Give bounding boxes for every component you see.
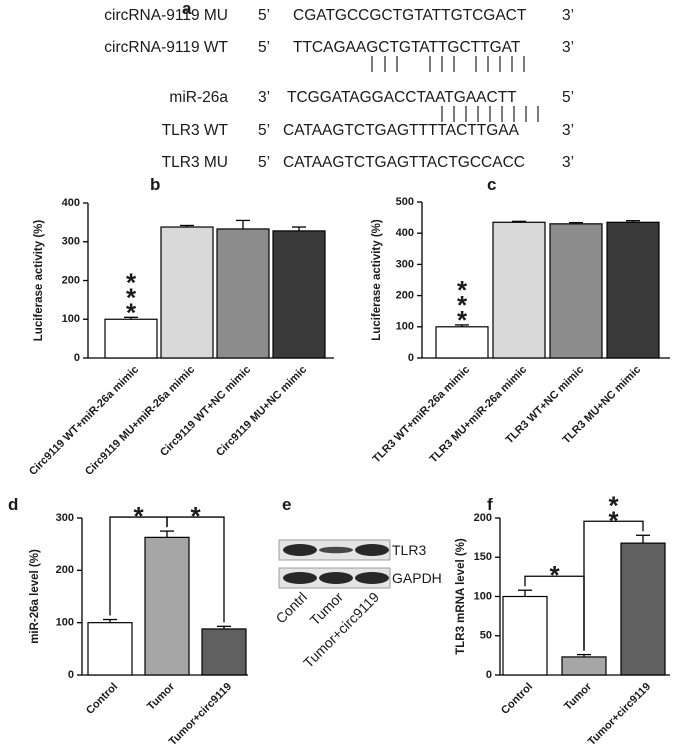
bar	[104, 318, 158, 359]
blot-band	[355, 572, 389, 584]
sequence-end: 5’	[258, 7, 270, 24]
sequence-name: circRNA-9119 WT	[104, 39, 228, 56]
y-tick-label: 200	[56, 564, 74, 576]
y-tick-label: 400	[62, 197, 80, 209]
y-tick-label: 150	[474, 551, 492, 563]
panel-label: d	[8, 495, 18, 514]
y-tick-label: 100	[474, 590, 492, 602]
y-tick-label: 400	[396, 227, 414, 239]
y-axis-label: miR-26a level (%)	[29, 549, 41, 644]
bar	[620, 542, 666, 676]
panel-label: c	[487, 175, 496, 194]
sequence-name: TLR3 MU	[162, 154, 228, 171]
bar	[606, 221, 660, 359]
sequence-name: TLR3 WT	[162, 122, 229, 139]
blot-band	[283, 544, 317, 556]
y-axis-label: TLR3 mRNA level (%)	[455, 538, 467, 655]
x-tick-label: Tumor+circ9119	[586, 681, 653, 748]
bracket	[166, 516, 225, 623]
y-tick-label: 200	[396, 290, 414, 302]
sequence-end: 3’	[562, 122, 574, 139]
significance: *	[190, 501, 201, 531]
blot-band	[319, 546, 353, 554]
x-tick-label: TLR3 MU+miR-26a mimic	[428, 364, 530, 466]
blot-band	[283, 572, 317, 584]
sequence-end: 5’	[258, 154, 270, 171]
y-tick-label: 100	[56, 617, 74, 629]
sequence: TCGGATAGGACCTAATGAACTT	[287, 89, 517, 106]
panel-label: f	[487, 495, 493, 514]
bar	[561, 656, 607, 676]
y-tick-label: 200	[474, 512, 492, 524]
panel-label: e	[282, 495, 291, 514]
y-tick-label: 300	[396, 258, 414, 270]
x-tick-label: Tumor+circ9119	[167, 681, 234, 748]
bar	[502, 595, 548, 676]
blot-band	[355, 544, 389, 556]
sequence-end: 5’	[258, 122, 270, 139]
x-tick-label: Circ9119 MU+miR-26a mimic	[83, 364, 197, 478]
significance: *	[549, 560, 560, 590]
bar	[492, 221, 546, 359]
blot-band	[319, 572, 353, 584]
sequence-end: 3’	[258, 89, 270, 106]
y-tick-label: 0	[74, 352, 80, 364]
significance: *	[133, 501, 144, 531]
panel-label: a	[182, 0, 192, 18]
sequence: TTCAGAAGCTGTATTGCTTGAT	[293, 39, 521, 56]
alignment-bars	[371, 56, 539, 122]
band-label: TLR3	[392, 542, 426, 558]
bar	[87, 622, 133, 676]
bar	[160, 226, 214, 359]
y-tick-label: 100	[62, 313, 80, 325]
bar	[435, 326, 489, 359]
y-tick-label: 0	[408, 352, 414, 364]
y-tick-label: 0	[68, 669, 74, 681]
x-tick-label: Tumor	[562, 680, 595, 713]
lane-label: Contrl	[272, 589, 310, 627]
significance: ***	[126, 267, 137, 327]
bar	[272, 230, 326, 359]
significance: ***	[457, 275, 468, 335]
x-tick-label: Circ9119 MU+NC mimic	[214, 364, 309, 459]
y-tick-label: 0	[486, 669, 492, 681]
sequence: CATAAGTCTGAGTTACTGCCACC	[283, 154, 525, 171]
bracket	[583, 520, 644, 651]
sequence-end: 5’	[562, 89, 574, 106]
sequence: CATAAGTCTGAGTTTTACTTGAA	[283, 122, 520, 139]
sequence-end: 5’	[258, 39, 270, 56]
y-tick-label: 50	[480, 630, 492, 642]
y-tick-label: 500	[396, 196, 414, 208]
bar	[144, 536, 190, 676]
sequence-name: circRNA-9119 MU	[104, 7, 228, 24]
y-axis-label: Luciferase activity (%)	[33, 220, 45, 342]
x-tick-label: Circ9119 WT+NC mimic	[158, 364, 253, 459]
x-tick-label: Control	[499, 681, 535, 717]
y-tick-label: 300	[62, 236, 80, 248]
y-axis-label: Luciferase activity (%)	[371, 219, 383, 341]
panel-label: b	[150, 175, 160, 194]
y-tick-label: 300	[56, 512, 74, 524]
significance: **	[608, 490, 619, 535]
bar	[201, 628, 247, 676]
y-tick-label: 100	[396, 321, 414, 333]
band-label: GAPDH	[392, 570, 442, 586]
sequence: CGATGCCGCTGTATTGTCGACT	[293, 7, 527, 24]
y-tick-label: 200	[62, 274, 80, 286]
bar	[549, 223, 603, 359]
sequence-end: 3’	[562, 39, 574, 56]
sequence-end: 3’	[562, 7, 574, 24]
sequence-end: 3’	[562, 154, 574, 171]
x-tick-label: Circ9119 WT+miR-26a mimic	[27, 364, 141, 478]
sequence-name: miR-26a	[169, 89, 228, 106]
bar	[216, 228, 270, 359]
x-tick-label: Tumor	[145, 680, 178, 713]
x-tick-label: TLR3 WT+miR-26a mimic	[371, 364, 473, 466]
x-tick-label: Control	[84, 681, 120, 717]
